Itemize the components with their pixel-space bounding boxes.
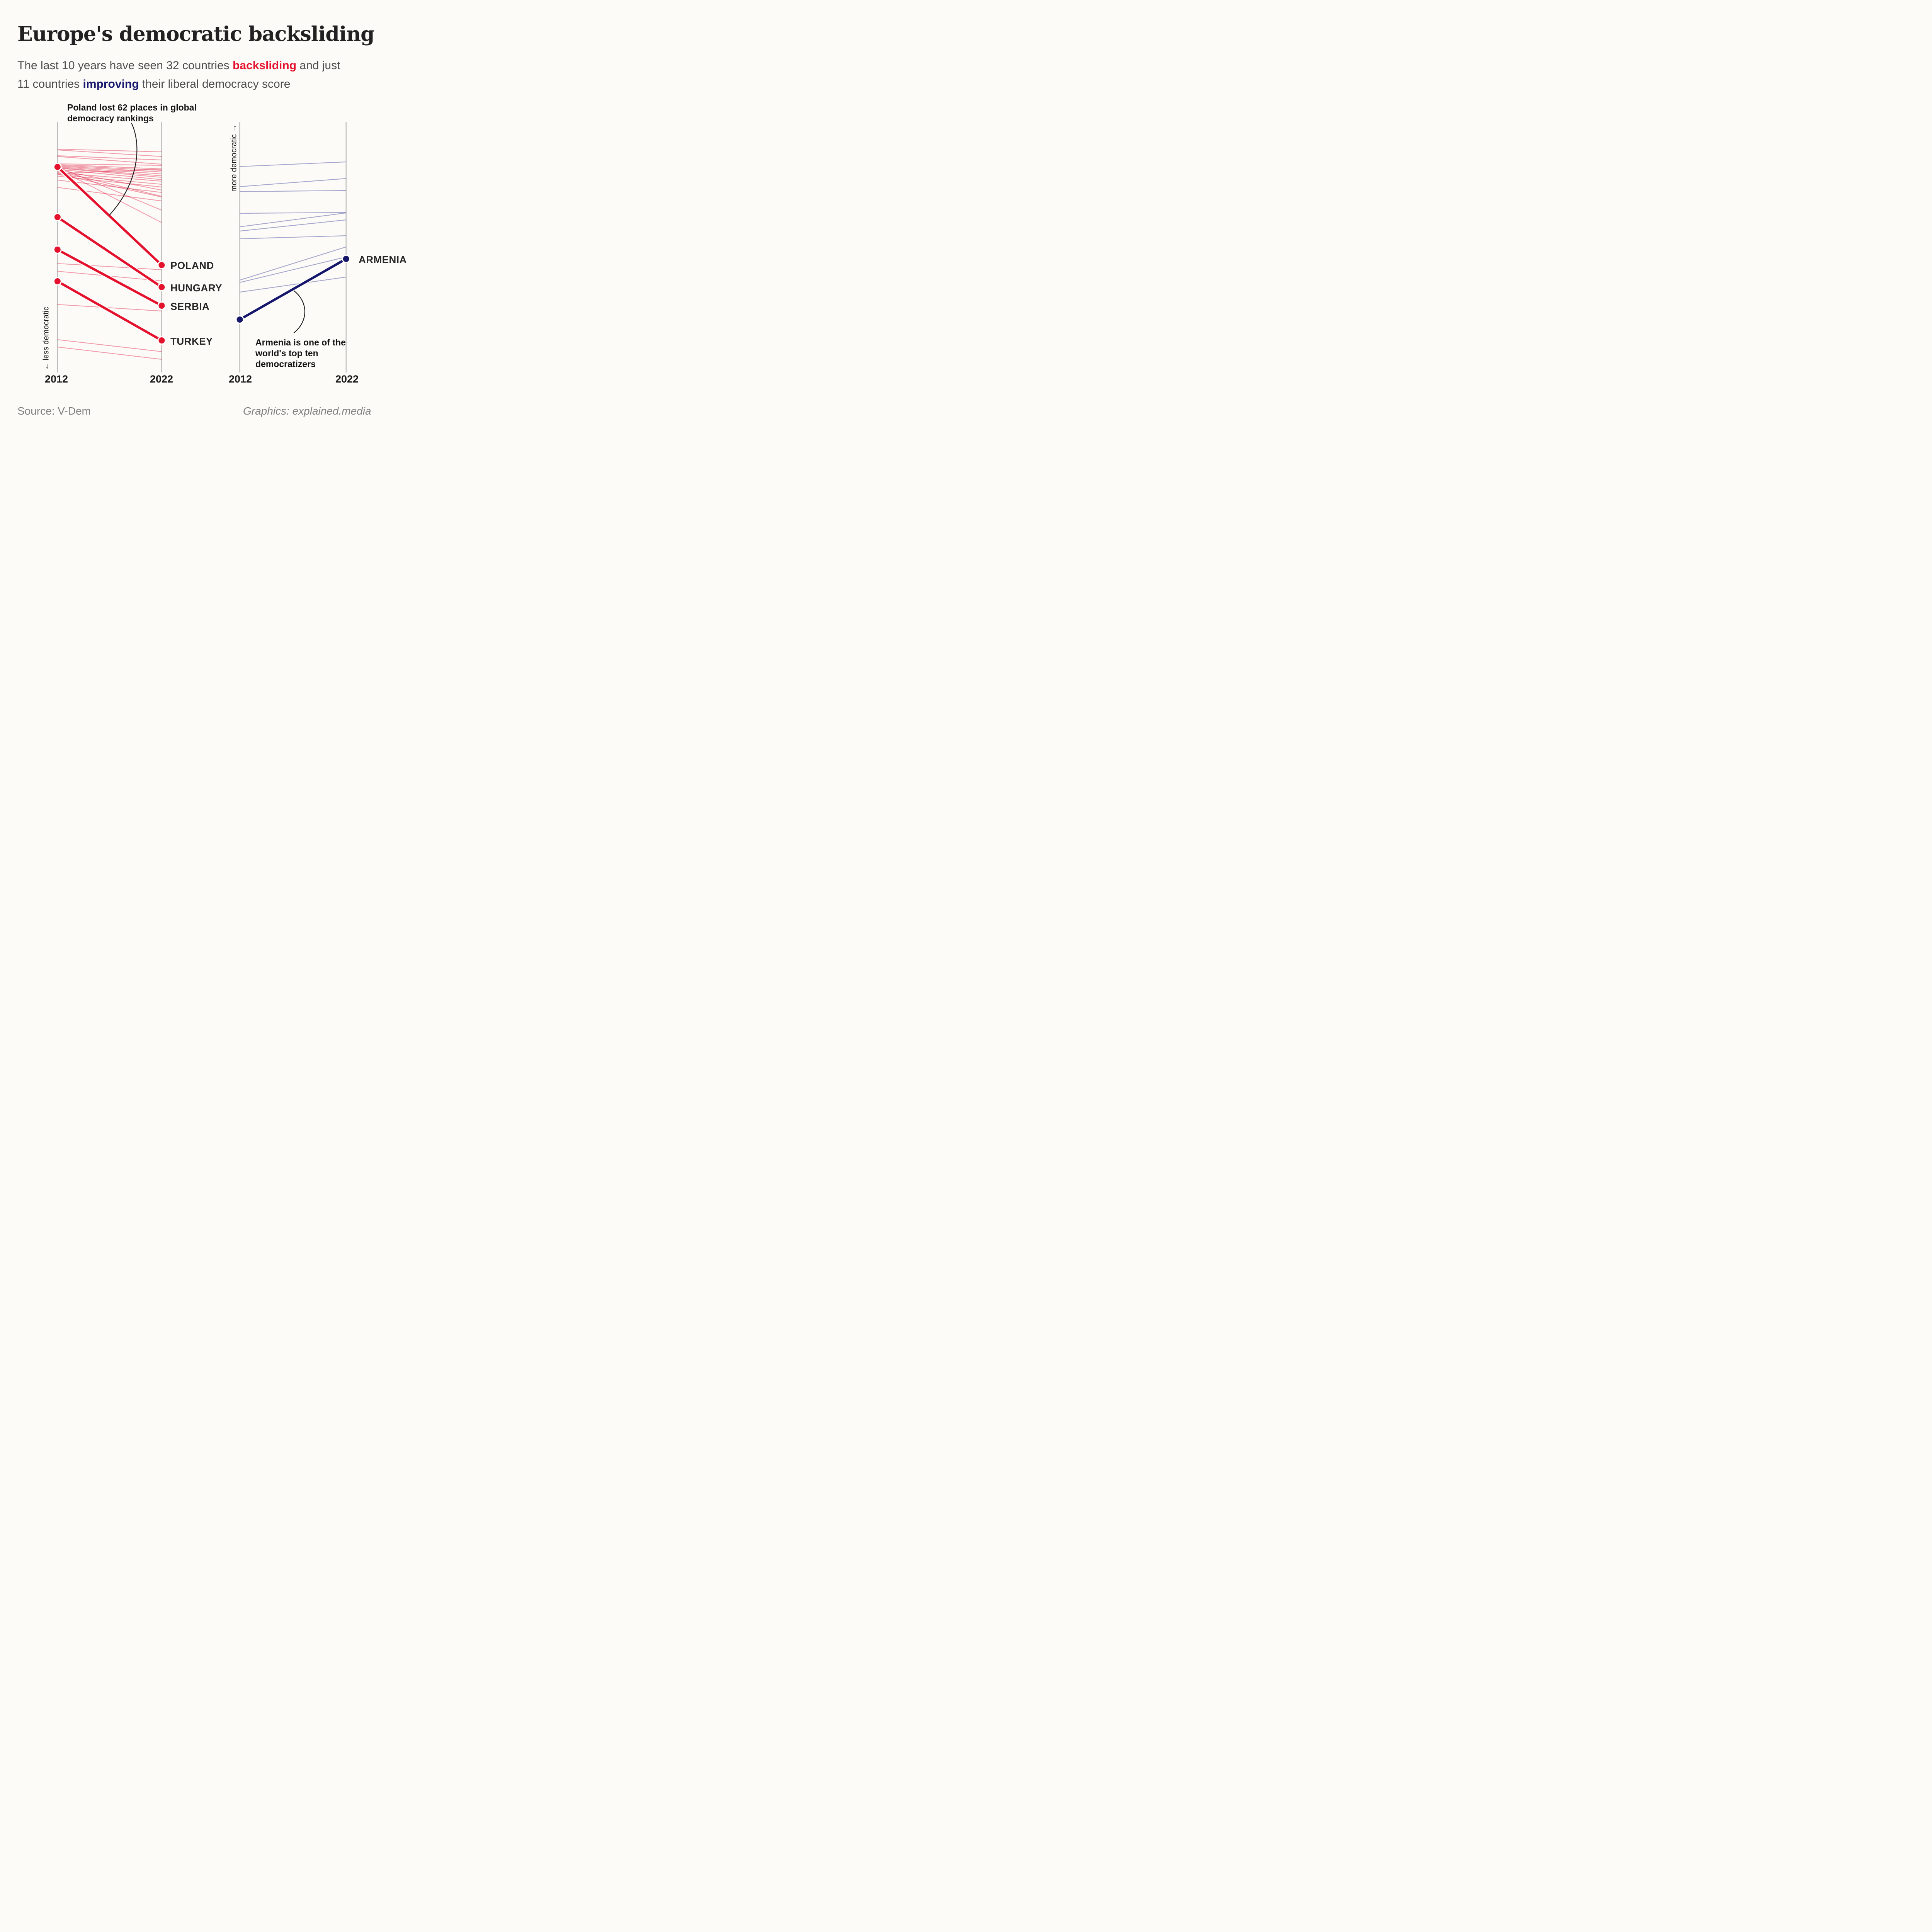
slope-line-other-backsliding: [57, 172, 162, 182]
subtitle-text: their liberal democracy score: [139, 78, 291, 90]
slope-line-other-backsliding: [57, 165, 162, 173]
slope-line-other-backsliding: [57, 148, 162, 153]
dot-armenia-start: [236, 316, 243, 323]
callout-line-armenia: [293, 290, 305, 333]
slope-line-other-backsliding: [57, 168, 162, 180]
dot-hungary-start: [54, 214, 61, 220]
slope-line-other-backsliding: [57, 167, 162, 211]
slope-line-other-improving: [240, 212, 346, 228]
subtitle-line-2: 11 countries improving their liberal dem…: [17, 75, 340, 94]
country-label-poland: POLAND: [170, 260, 214, 271]
callout-line-poland: [109, 122, 138, 216]
dot-serbia-start: [54, 247, 61, 253]
dot-hungary-end: [158, 284, 165, 290]
country-label-hungary: HUNGARY: [170, 282, 222, 294]
annotation-armenia-line1: Armenia is one of the: [255, 337, 346, 347]
slope-line-other-backsliding: [57, 168, 162, 174]
slope-line-other-improving: [240, 161, 346, 167]
slope-line-other-improving: [240, 219, 346, 232]
slope-line-other-improving: [240, 190, 346, 192]
slope-line-other-backsliding: [57, 164, 162, 170]
slope-line-hungary: [57, 216, 163, 288]
slope-line-other-backsliding: [57, 174, 162, 185]
subtitle: The last 10 years have seen 32 countries…: [17, 56, 340, 94]
country-label-armenia: ARMENIA: [359, 254, 407, 265]
subtitle-text: The last 10 years have seen 32 countries: [17, 59, 233, 72]
slope-line-turkey: [57, 280, 162, 342]
slope-line-other-backsliding: [57, 187, 162, 202]
slope-line-other-backsliding: [57, 168, 162, 223]
annotation-poland-line2: democracy rankings: [67, 113, 154, 123]
slope-line-other-improving: [240, 178, 346, 187]
slope-line-other-improving: [240, 235, 346, 240]
slope-line-armenia: [239, 258, 347, 321]
slope-line-serbia: [57, 248, 162, 307]
slope-line-other-backsliding: [57, 263, 162, 270]
x-tick-right-2022: 2022: [335, 373, 359, 385]
subtitle-highlight-backsliding: backsliding: [233, 59, 297, 72]
slope-line-other-backsliding: [57, 149, 162, 157]
annotation-armenia: Armenia is one of the world's top ten de…: [255, 337, 346, 369]
slope-line-other-backsliding: [57, 163, 162, 166]
slope-line-other-backsliding: [57, 169, 162, 191]
source-note: Source: V-Dem: [17, 405, 91, 417]
country-label-serbia: SERBIA: [170, 301, 210, 312]
slope-line-other-backsliding: [57, 346, 162, 360]
slope-line-other-backsliding: [57, 173, 162, 198]
dot-turkey-end: [158, 337, 165, 344]
dot-poland-start: [54, 164, 61, 170]
dot-armenia-end: [343, 256, 349, 262]
subtitle-text: 11 countries: [17, 78, 83, 90]
slope-line-other-backsliding: [57, 165, 162, 171]
infographic: Europe's democratic backsliding The last…: [0, 0, 444, 444]
page-title: Europe's democratic backsliding: [17, 22, 375, 46]
credit-note: Graphics: explained.media: [243, 405, 371, 417]
slope-line-other-backsliding: [57, 304, 162, 312]
annotation-poland-line1: Poland lost 62 places in global: [67, 102, 197, 112]
subtitle-text: and just: [296, 59, 340, 72]
x-tick-left-2012: 2012: [44, 373, 68, 385]
subtitle-line-1: The last 10 years have seen 32 countries…: [17, 56, 340, 75]
annotation-armenia-line2: world's top ten: [255, 348, 318, 358]
dot-turkey-start: [54, 278, 61, 284]
slope-line-other-backsliding: [57, 166, 162, 175]
slope-line-other-improving: [240, 246, 347, 281]
country-label-turkey: TURKEY: [170, 335, 213, 347]
annotation-armenia-line3: democratizers: [255, 359, 316, 369]
axis-direction-label-more-democratic: more democratic →: [230, 124, 238, 192]
slope-line-other-backsliding: [57, 155, 162, 161]
axis-direction-label-less-democratic: ← less democratic: [42, 306, 51, 371]
slope-line-other-backsliding: [57, 170, 162, 197]
slope-line-poland: [56, 166, 163, 266]
dot-serbia-end: [158, 303, 165, 309]
dot-poland-end: [158, 262, 165, 268]
slope-line-other-backsliding: [57, 175, 162, 188]
annotation-poland: Poland lost 62 places in global democrac…: [67, 102, 197, 124]
slope-line-other-backsliding: [57, 167, 162, 177]
x-tick-left-2022: 2022: [150, 373, 173, 385]
slope-line-other-improving: [240, 256, 346, 283]
x-tick-right-2012: 2012: [228, 373, 252, 385]
slope-line-other-improving: [240, 276, 346, 293]
slope-line-other-backsliding: [57, 156, 162, 165]
subtitle-highlight-improving: improving: [83, 78, 139, 90]
slope-chart-canvas: [53, 122, 350, 372]
slope-line-other-backsliding: [57, 167, 162, 178]
slope-line-other-backsliding: [57, 339, 162, 352]
